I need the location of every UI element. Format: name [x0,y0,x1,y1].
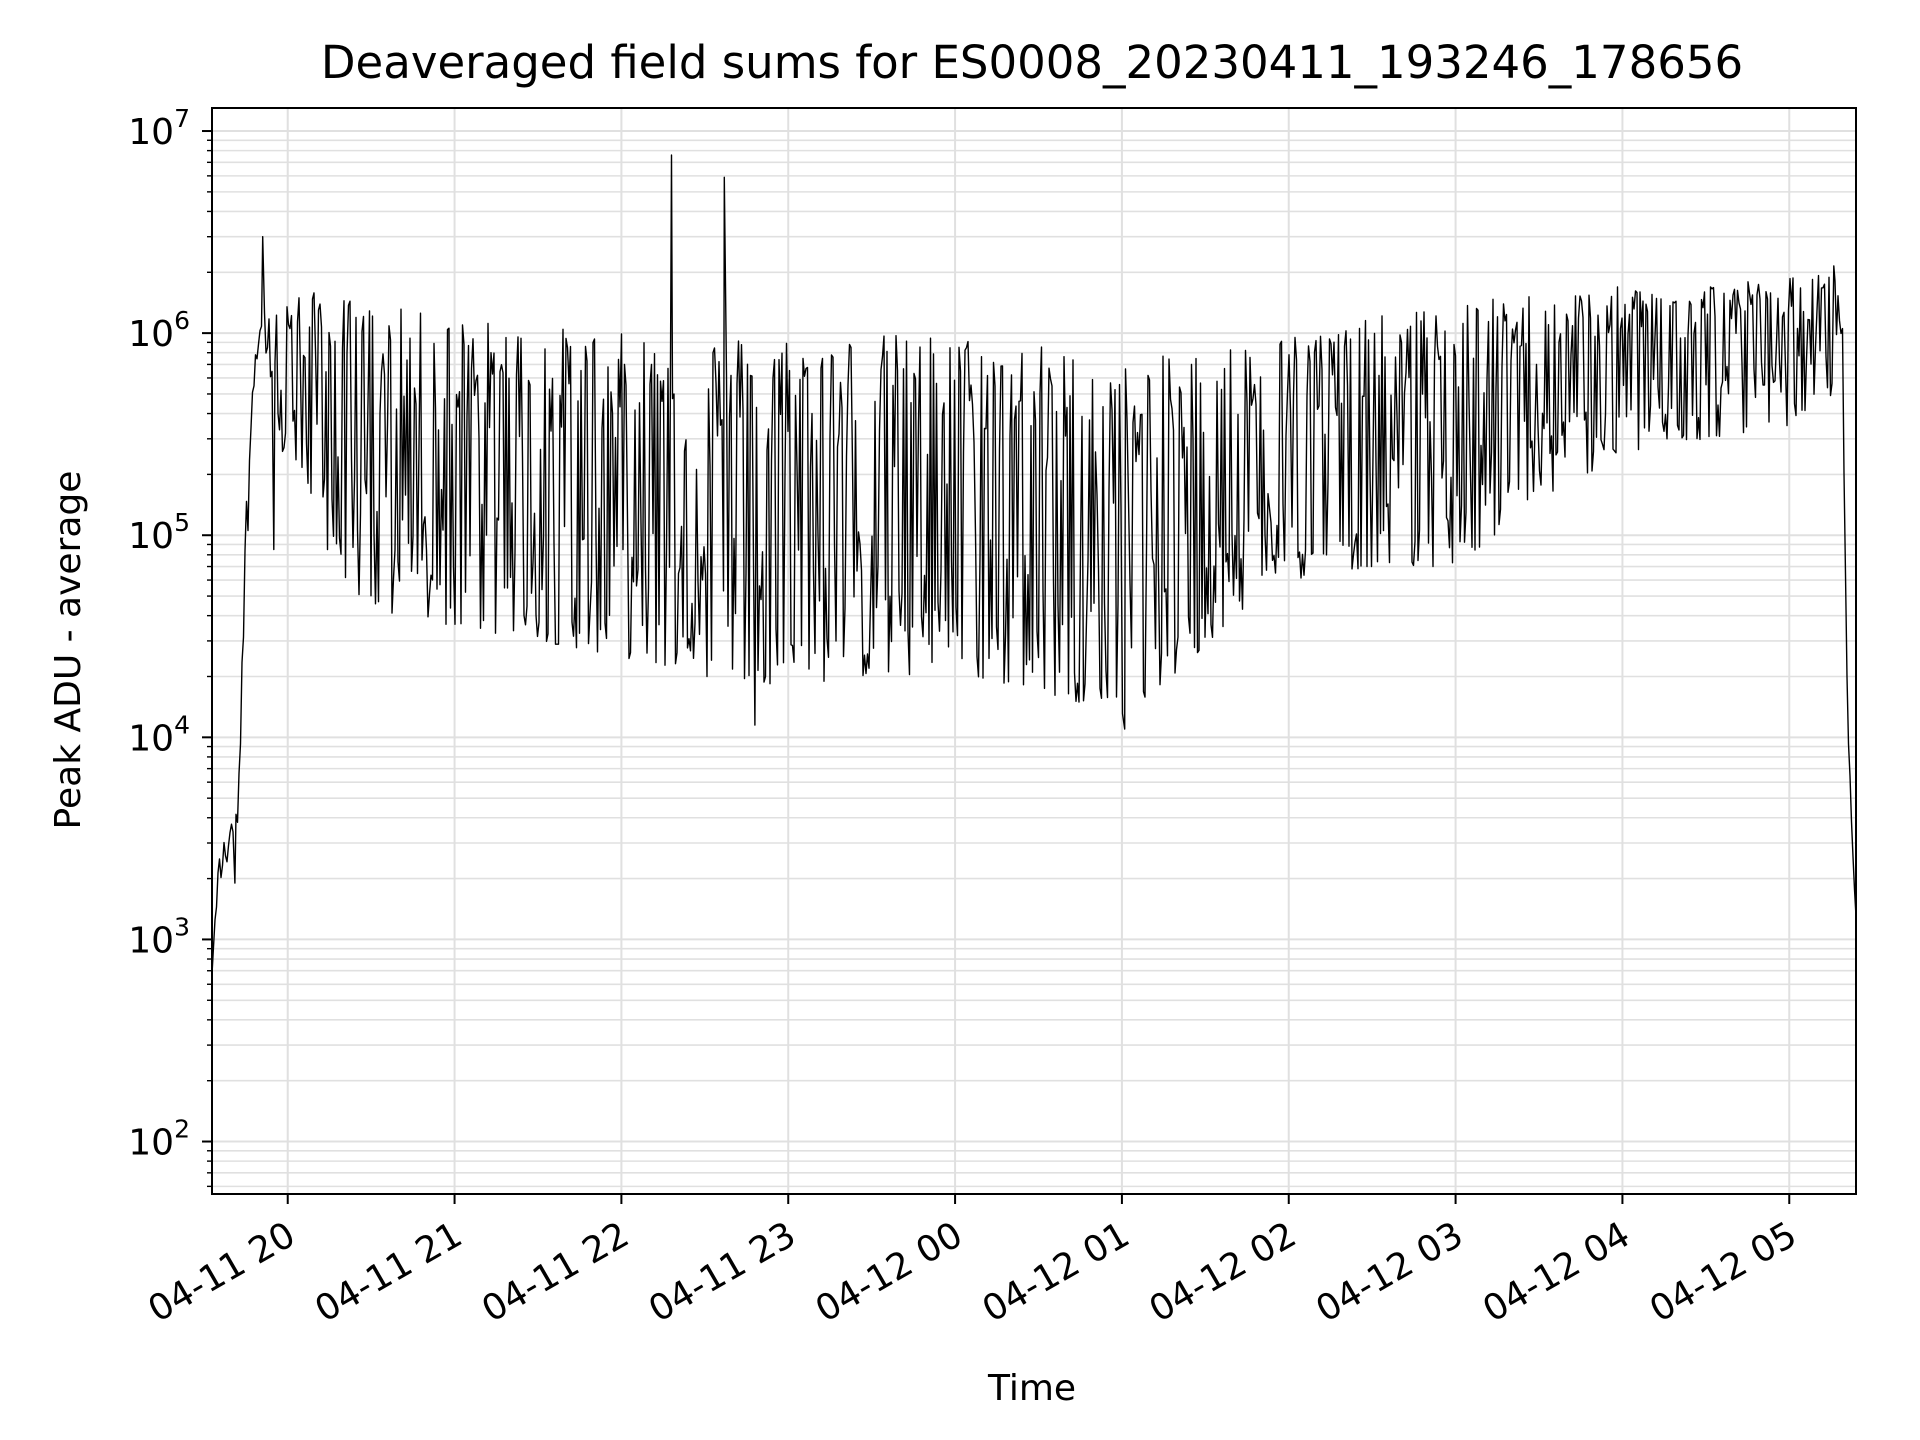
data-layer [211,154,1857,975]
y-tick-label: 105 [128,508,190,557]
y-tick-label: 103 [128,912,190,961]
plot-frame [211,107,1857,1195]
y-tick-label: 102 [128,1115,190,1164]
y-axis-label: Peak ADU - average [48,471,89,830]
grid [212,108,1856,1194]
chart-title: Deaveraged field sums for ES0008_2023041… [321,36,1743,89]
series-line [211,154,1857,975]
y-tick-label: 106 [128,306,190,355]
x-axis-label: Time [987,1368,1076,1409]
y-tick-label: 104 [128,710,190,759]
y-tick-label: 107 [128,104,190,153]
